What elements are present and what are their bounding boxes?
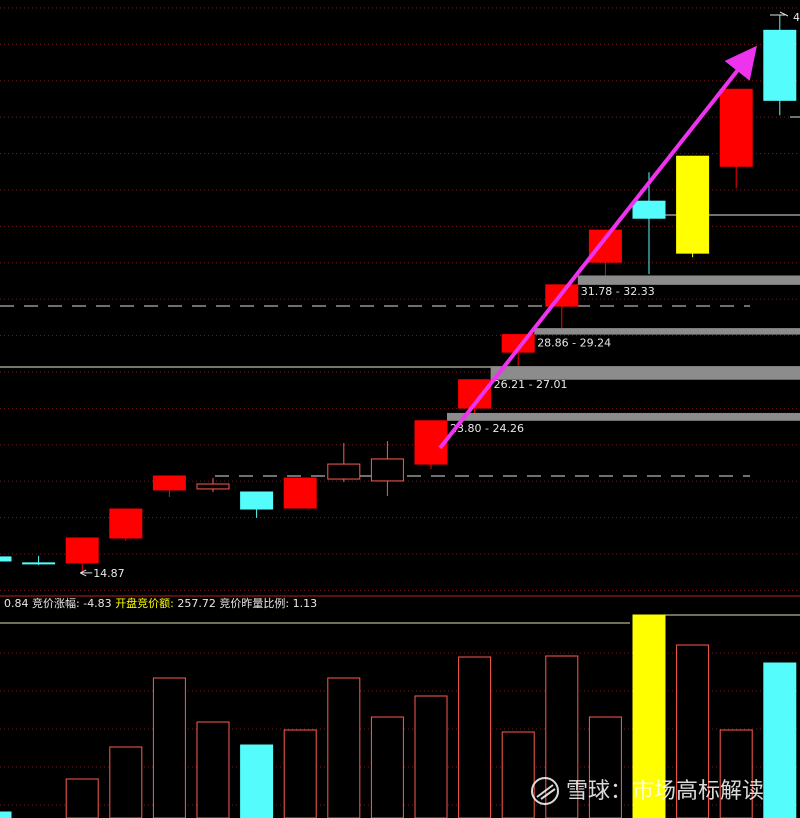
volume-bar bbox=[719, 729, 753, 818]
high-tick bbox=[779, 11, 789, 17]
watermark: 雪球：市场高标解读 bbox=[531, 777, 764, 805]
trend-arrow bbox=[438, 45, 757, 450]
gap-layer: 23.80 - 24.26 26.21 - 27.01 28.86 - 29.24 3… bbox=[447, 275, 800, 435]
volume-bar bbox=[283, 729, 317, 818]
gap-zone bbox=[490, 366, 800, 380]
volume-bar bbox=[370, 716, 404, 818]
price-grid bbox=[0, 0, 800, 592]
volume-bar bbox=[458, 656, 492, 818]
watermark-logo bbox=[536, 784, 556, 800]
volume-bar bbox=[545, 655, 579, 818]
candle-body bbox=[196, 483, 230, 490]
stats-line: 0.84 竞价涨幅: -4.83 开盘竞价额: 257.72 竞价昨量比例: 1… bbox=[4, 596, 317, 610]
candle-body bbox=[763, 29, 797, 101]
watermark-text: 雪球：市场高标解读 bbox=[566, 779, 764, 804]
volume-bar bbox=[327, 677, 361, 818]
volume-bar bbox=[65, 778, 99, 818]
candle-body bbox=[676, 155, 710, 254]
volume-bar bbox=[240, 744, 274, 818]
volume-bar bbox=[414, 695, 448, 818]
candle-body bbox=[152, 475, 186, 491]
candle-body bbox=[0, 556, 12, 562]
volume-bar bbox=[588, 716, 622, 818]
stat-label: 竞价昨量比例: bbox=[219, 596, 289, 610]
volume-bar bbox=[0, 811, 12, 818]
stat-value: 1.13 bbox=[293, 597, 318, 610]
volume-bar bbox=[501, 731, 535, 818]
stats-prefix: 0.84 bbox=[4, 597, 29, 610]
volume-bar bbox=[196, 721, 230, 818]
volume-bar bbox=[632, 614, 666, 818]
gap-zone bbox=[577, 275, 800, 285]
stat-label: 开盘竞价额: bbox=[115, 596, 174, 610]
volume-bar bbox=[109, 746, 143, 818]
watermark-logo bbox=[531, 777, 559, 805]
gap-label: 28.86 - 29.24 bbox=[537, 336, 611, 349]
low-marker-arrow bbox=[79, 569, 93, 577]
stat-label: 竞价涨幅: bbox=[32, 596, 80, 610]
gap-zone bbox=[447, 412, 800, 421]
volume-bar bbox=[676, 644, 710, 818]
gap-zone bbox=[534, 328, 800, 335]
candle-body bbox=[109, 508, 143, 539]
candle-body bbox=[719, 88, 753, 167]
candle-body bbox=[65, 537, 99, 564]
candle-body bbox=[22, 562, 56, 565]
candle-body bbox=[414, 420, 448, 465]
stat-value: -4.83 bbox=[83, 597, 111, 610]
candle-body bbox=[370, 458, 404, 482]
gap-label: 31.78 - 32.33 bbox=[581, 285, 655, 298]
candle-body bbox=[632, 200, 666, 219]
volume-bar bbox=[763, 662, 797, 818]
gap-label: 23.80 - 24.26 bbox=[450, 422, 524, 435]
high-label: 4 bbox=[793, 11, 800, 24]
candle-body bbox=[458, 379, 492, 409]
volume-layer bbox=[0, 614, 797, 818]
gap-label: 26.21 - 27.01 bbox=[494, 378, 568, 391]
candle-body bbox=[283, 477, 317, 509]
candle-body bbox=[327, 463, 361, 480]
low-marker-label: 14.87 bbox=[93, 567, 125, 580]
volume-bar bbox=[152, 677, 186, 818]
candle-body bbox=[240, 491, 274, 510]
stat-value: 257.72 bbox=[177, 597, 216, 610]
